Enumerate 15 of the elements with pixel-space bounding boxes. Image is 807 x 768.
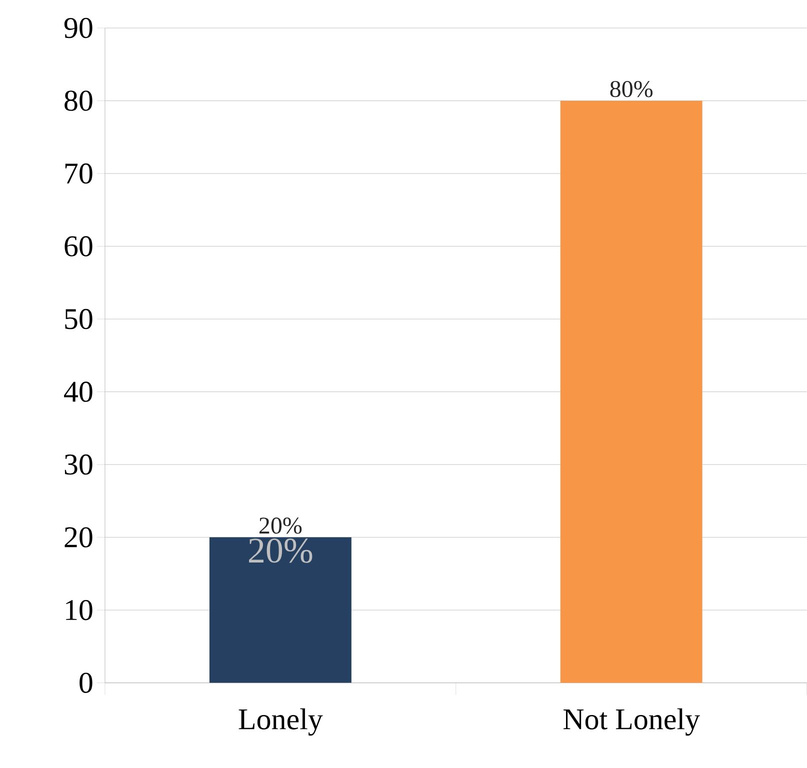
data-label: 80% [610, 81, 653, 98]
annotation: 20% [249, 538, 312, 564]
x-tick-label: Not Lonely [563, 708, 700, 736]
y-tick-label: 20 [64, 527, 92, 548]
y-tick-label: 0 [80, 672, 92, 694]
y-tick-label: 40 [64, 382, 92, 402]
y-tick-label: 30 [64, 454, 92, 475]
x-tick-label: Lonely [238, 708, 323, 736]
y-tick-label: 60 [64, 236, 92, 256]
y-tick-label: 90 [64, 18, 92, 38]
y-tick-label: 70 [65, 163, 92, 184]
y-tick-label: 10 [66, 600, 92, 620]
y-tick-label: 80 [64, 90, 92, 111]
data-label: 20% [259, 518, 302, 534]
y-tick-label: 50 [65, 309, 92, 330]
